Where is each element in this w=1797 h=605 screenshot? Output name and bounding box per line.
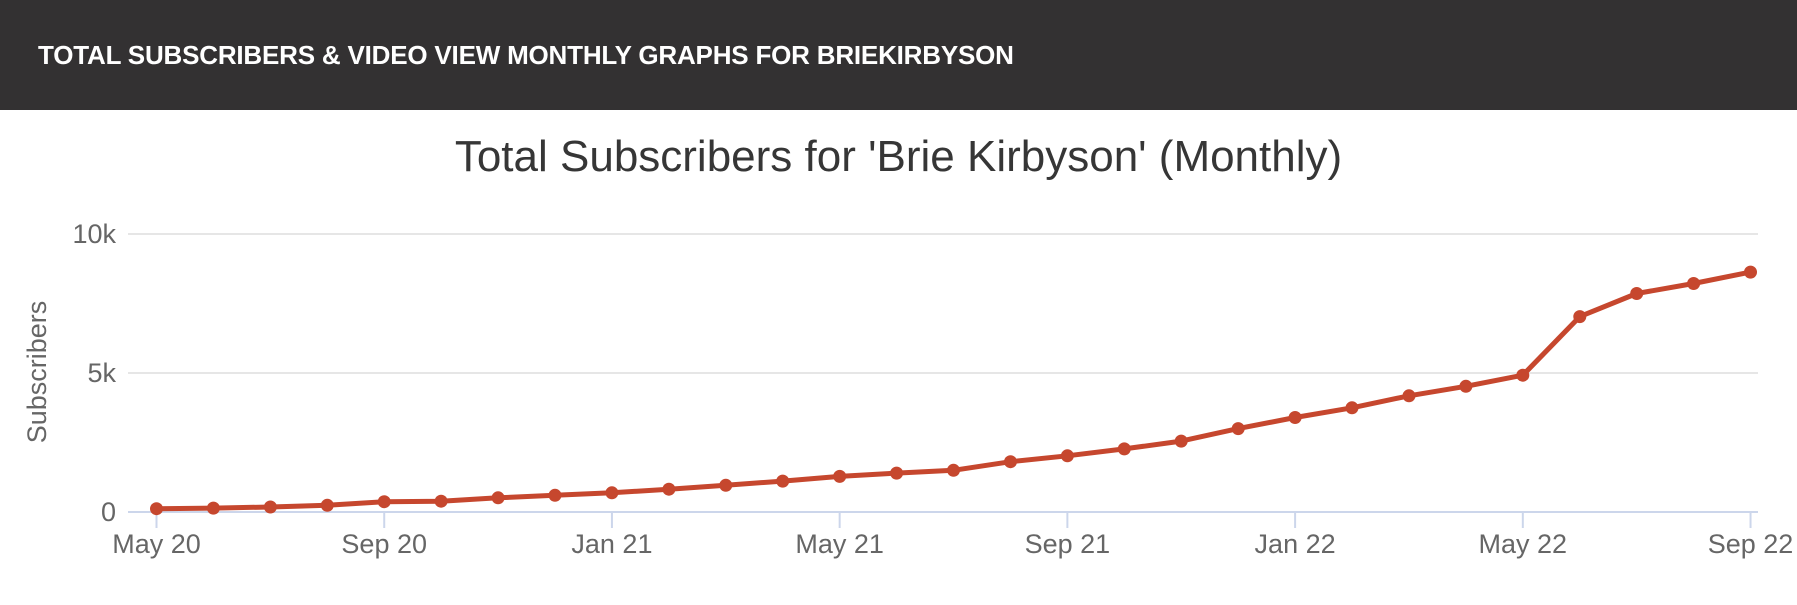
data-point[interactable] bbox=[1459, 379, 1473, 393]
data-point[interactable] bbox=[1687, 277, 1701, 290]
y-axis-tick-label: 10k bbox=[72, 219, 116, 249]
x-axis-tick-label: May 20 bbox=[112, 529, 201, 559]
x-axis-tick-label: Sep 21 bbox=[1025, 529, 1111, 559]
y-axis-title: Subscribers bbox=[22, 301, 52, 444]
data-point[interactable] bbox=[1060, 449, 1074, 463]
data-point[interactable] bbox=[833, 469, 847, 483]
data-point[interactable] bbox=[206, 501, 220, 515]
x-axis-tick-label: Sep 20 bbox=[341, 529, 427, 559]
data-point[interactable] bbox=[1630, 287, 1644, 300]
data-point[interactable] bbox=[719, 478, 733, 492]
data-point[interactable] bbox=[1573, 310, 1587, 324]
y-axis-tick-label: 5k bbox=[87, 358, 116, 388]
page-header: TOTAL SUBSCRIBERS & VIDEO VIEW MONTHLY G… bbox=[0, 0, 1797, 110]
data-point[interactable] bbox=[150, 502, 163, 516]
data-point[interactable] bbox=[1345, 401, 1359, 415]
chart-title: Total Subscribers for 'Brie Kirbyson' (M… bbox=[454, 132, 1343, 181]
data-point[interactable] bbox=[1744, 265, 1757, 279]
chart-card: Total Subscribers for 'Brie Kirbyson' (M… bbox=[0, 110, 1797, 605]
x-axis-tick-label: May 22 bbox=[1479, 529, 1568, 559]
data-point[interactable] bbox=[1516, 368, 1530, 382]
data-point[interactable] bbox=[890, 466, 904, 480]
page-header-title: TOTAL SUBSCRIBERS & VIDEO VIEW MONTHLY G… bbox=[38, 39, 1014, 70]
data-point[interactable] bbox=[434, 494, 448, 508]
data-point[interactable] bbox=[776, 474, 790, 488]
data-point[interactable] bbox=[377, 495, 391, 509]
data-point[interactable] bbox=[605, 486, 619, 500]
data-point[interactable] bbox=[662, 482, 676, 496]
data-point[interactable] bbox=[1174, 434, 1188, 448]
y-axis-tick-label: 0 bbox=[101, 497, 116, 527]
data-point[interactable] bbox=[1004, 455, 1017, 469]
data-point[interactable] bbox=[548, 488, 562, 502]
x-axis-tick-label: Sep 22 bbox=[1708, 529, 1794, 559]
chart-plot: 0 5k 10k May 20 Sep 20 Jan 21 May 21 Sep 21 Jan … bbox=[72, 219, 1793, 559]
data-point[interactable] bbox=[1288, 411, 1302, 424]
x-axis-tick-label: Jan 21 bbox=[571, 529, 652, 559]
data-point[interactable] bbox=[320, 498, 334, 512]
data-point[interactable] bbox=[491, 491, 505, 505]
x-axis-tick-label: Jan 22 bbox=[1255, 529, 1336, 559]
data-point[interactable] bbox=[1231, 422, 1245, 436]
data-point[interactable] bbox=[1117, 442, 1131, 456]
subscribers-chart: Subscribers 0 5k 10k May 20 Sep 20 Jan 21 May … bbox=[22, 219, 1793, 559]
data-point[interactable] bbox=[1402, 389, 1416, 403]
x-axis-tick-label: May 21 bbox=[795, 529, 884, 559]
data-point[interactable] bbox=[947, 463, 960, 477]
data-point[interactable] bbox=[263, 500, 277, 514]
